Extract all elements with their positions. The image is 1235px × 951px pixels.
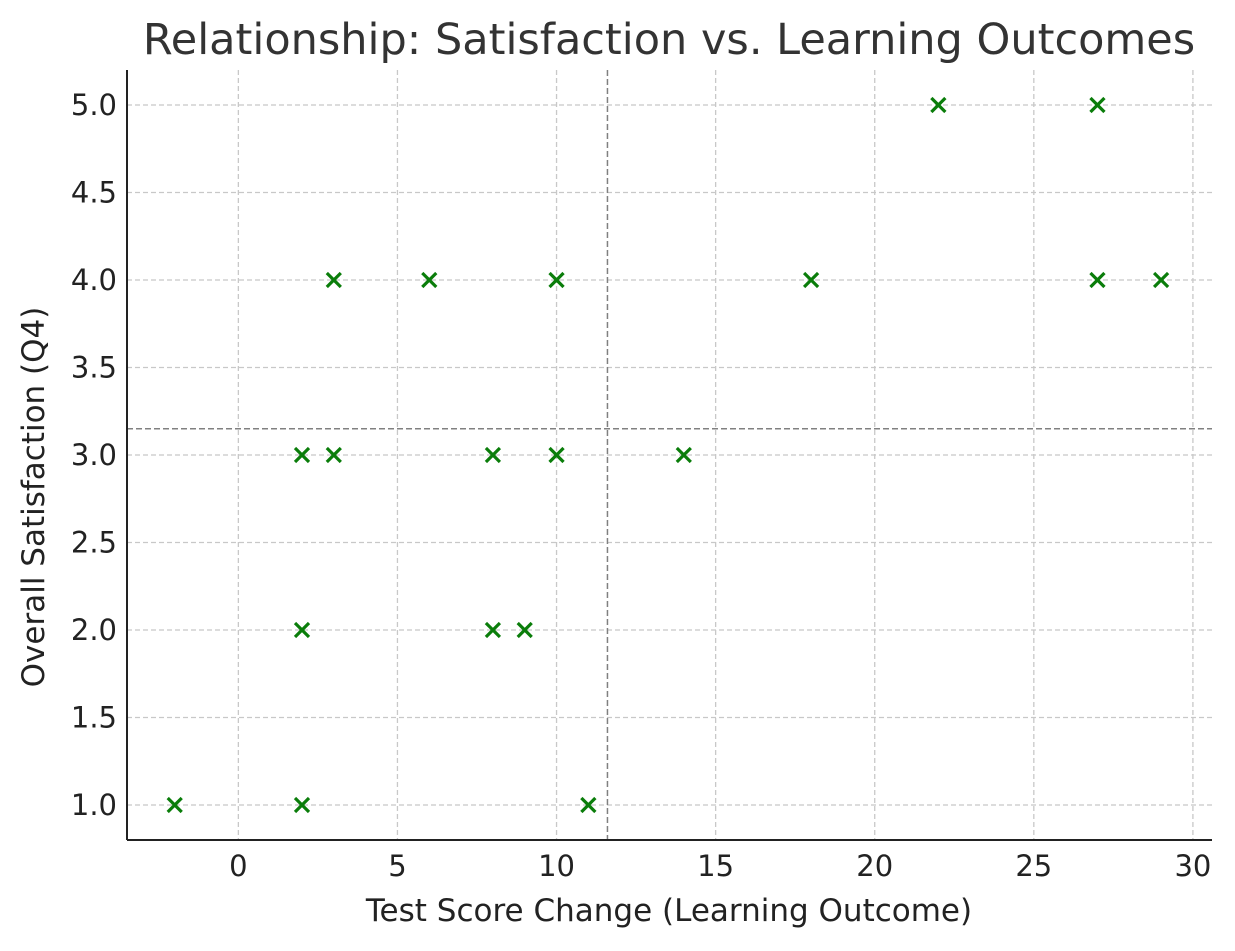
marker-stroke — [802, 271, 820, 289]
y-tick-label: 4.5 — [71, 176, 117, 210]
marker-stroke — [580, 796, 597, 814]
marker-stroke — [548, 446, 565, 464]
y-tick-label: 3.5 — [71, 351, 117, 385]
axes — [126, 70, 1212, 841]
marker-stroke — [675, 446, 692, 464]
data-point-marker — [675, 446, 692, 464]
data-point-marker — [166, 796, 183, 814]
reference-lines — [127, 70, 1212, 840]
marker-stroke — [325, 271, 342, 289]
data-point-marker — [293, 796, 311, 814]
y-tick-label: 5.0 — [71, 88, 117, 122]
data-point-marker — [1089, 96, 1106, 114]
data-point-marker — [516, 621, 533, 639]
marker-stroke — [293, 796, 311, 814]
marker-stroke — [484, 621, 502, 639]
x-tick-label: 30 — [1174, 849, 1211, 883]
marker-stroke — [293, 621, 311, 639]
marker-stroke — [293, 446, 311, 464]
marker-stroke — [1089, 96, 1106, 114]
chart-title: Relationship: Satisfaction vs. Learning … — [143, 15, 1195, 65]
data-point-marker — [1152, 271, 1170, 289]
data-point-marker — [293, 621, 311, 639]
y-tick-label: 1.5 — [71, 701, 117, 735]
y-tick-label: 2.0 — [71, 613, 117, 647]
data-point-marker — [325, 446, 342, 464]
marker-stroke — [1152, 271, 1170, 289]
data-point-marker — [484, 446, 502, 464]
data-point-marker — [1089, 271, 1106, 289]
y-tick-label: 1.0 — [71, 788, 117, 822]
data-point-marker — [293, 446, 311, 464]
x-tick-label: 20 — [856, 849, 893, 883]
tick-labels: 0 5 10 15 20 25 30 1.0 1.5 2.0 2.5 3.0 3.5 4.0 4.5 5.0 — [71, 88, 1211, 883]
y-tick-label: 3.0 — [71, 438, 117, 472]
y-tick-label: 4.0 — [71, 263, 117, 297]
x-axis-label: Test Score Change (Learning Outcome) — [365, 893, 972, 929]
data-point-marker — [802, 271, 820, 289]
marker-stroke — [930, 96, 947, 114]
x-tick-label: 15 — [697, 849, 734, 883]
data-points — [166, 96, 1170, 814]
x-tick-label: 10 — [538, 849, 575, 883]
marker-stroke — [1089, 271, 1106, 289]
data-point-marker — [548, 446, 565, 464]
grid — [127, 70, 1212, 840]
marker-stroke — [516, 621, 533, 639]
data-point-marker — [930, 96, 947, 114]
marker-stroke — [421, 271, 438, 289]
marker-stroke — [548, 271, 565, 289]
x-tick-label: 0 — [229, 849, 247, 883]
data-point-marker — [484, 621, 502, 639]
x-tick-label: 25 — [1015, 849, 1052, 883]
x-tick-label: 5 — [388, 849, 406, 883]
y-axis-label: Overall Satisfaction (Q4) — [16, 307, 52, 688]
data-point-marker — [548, 271, 565, 289]
marker-stroke — [484, 446, 502, 464]
marker-stroke — [166, 796, 183, 814]
marker-stroke — [325, 446, 342, 464]
data-point-marker — [421, 271, 438, 289]
data-point-marker — [580, 796, 597, 814]
data-point-marker — [325, 271, 342, 289]
y-tick-label: 2.5 — [71, 526, 117, 560]
